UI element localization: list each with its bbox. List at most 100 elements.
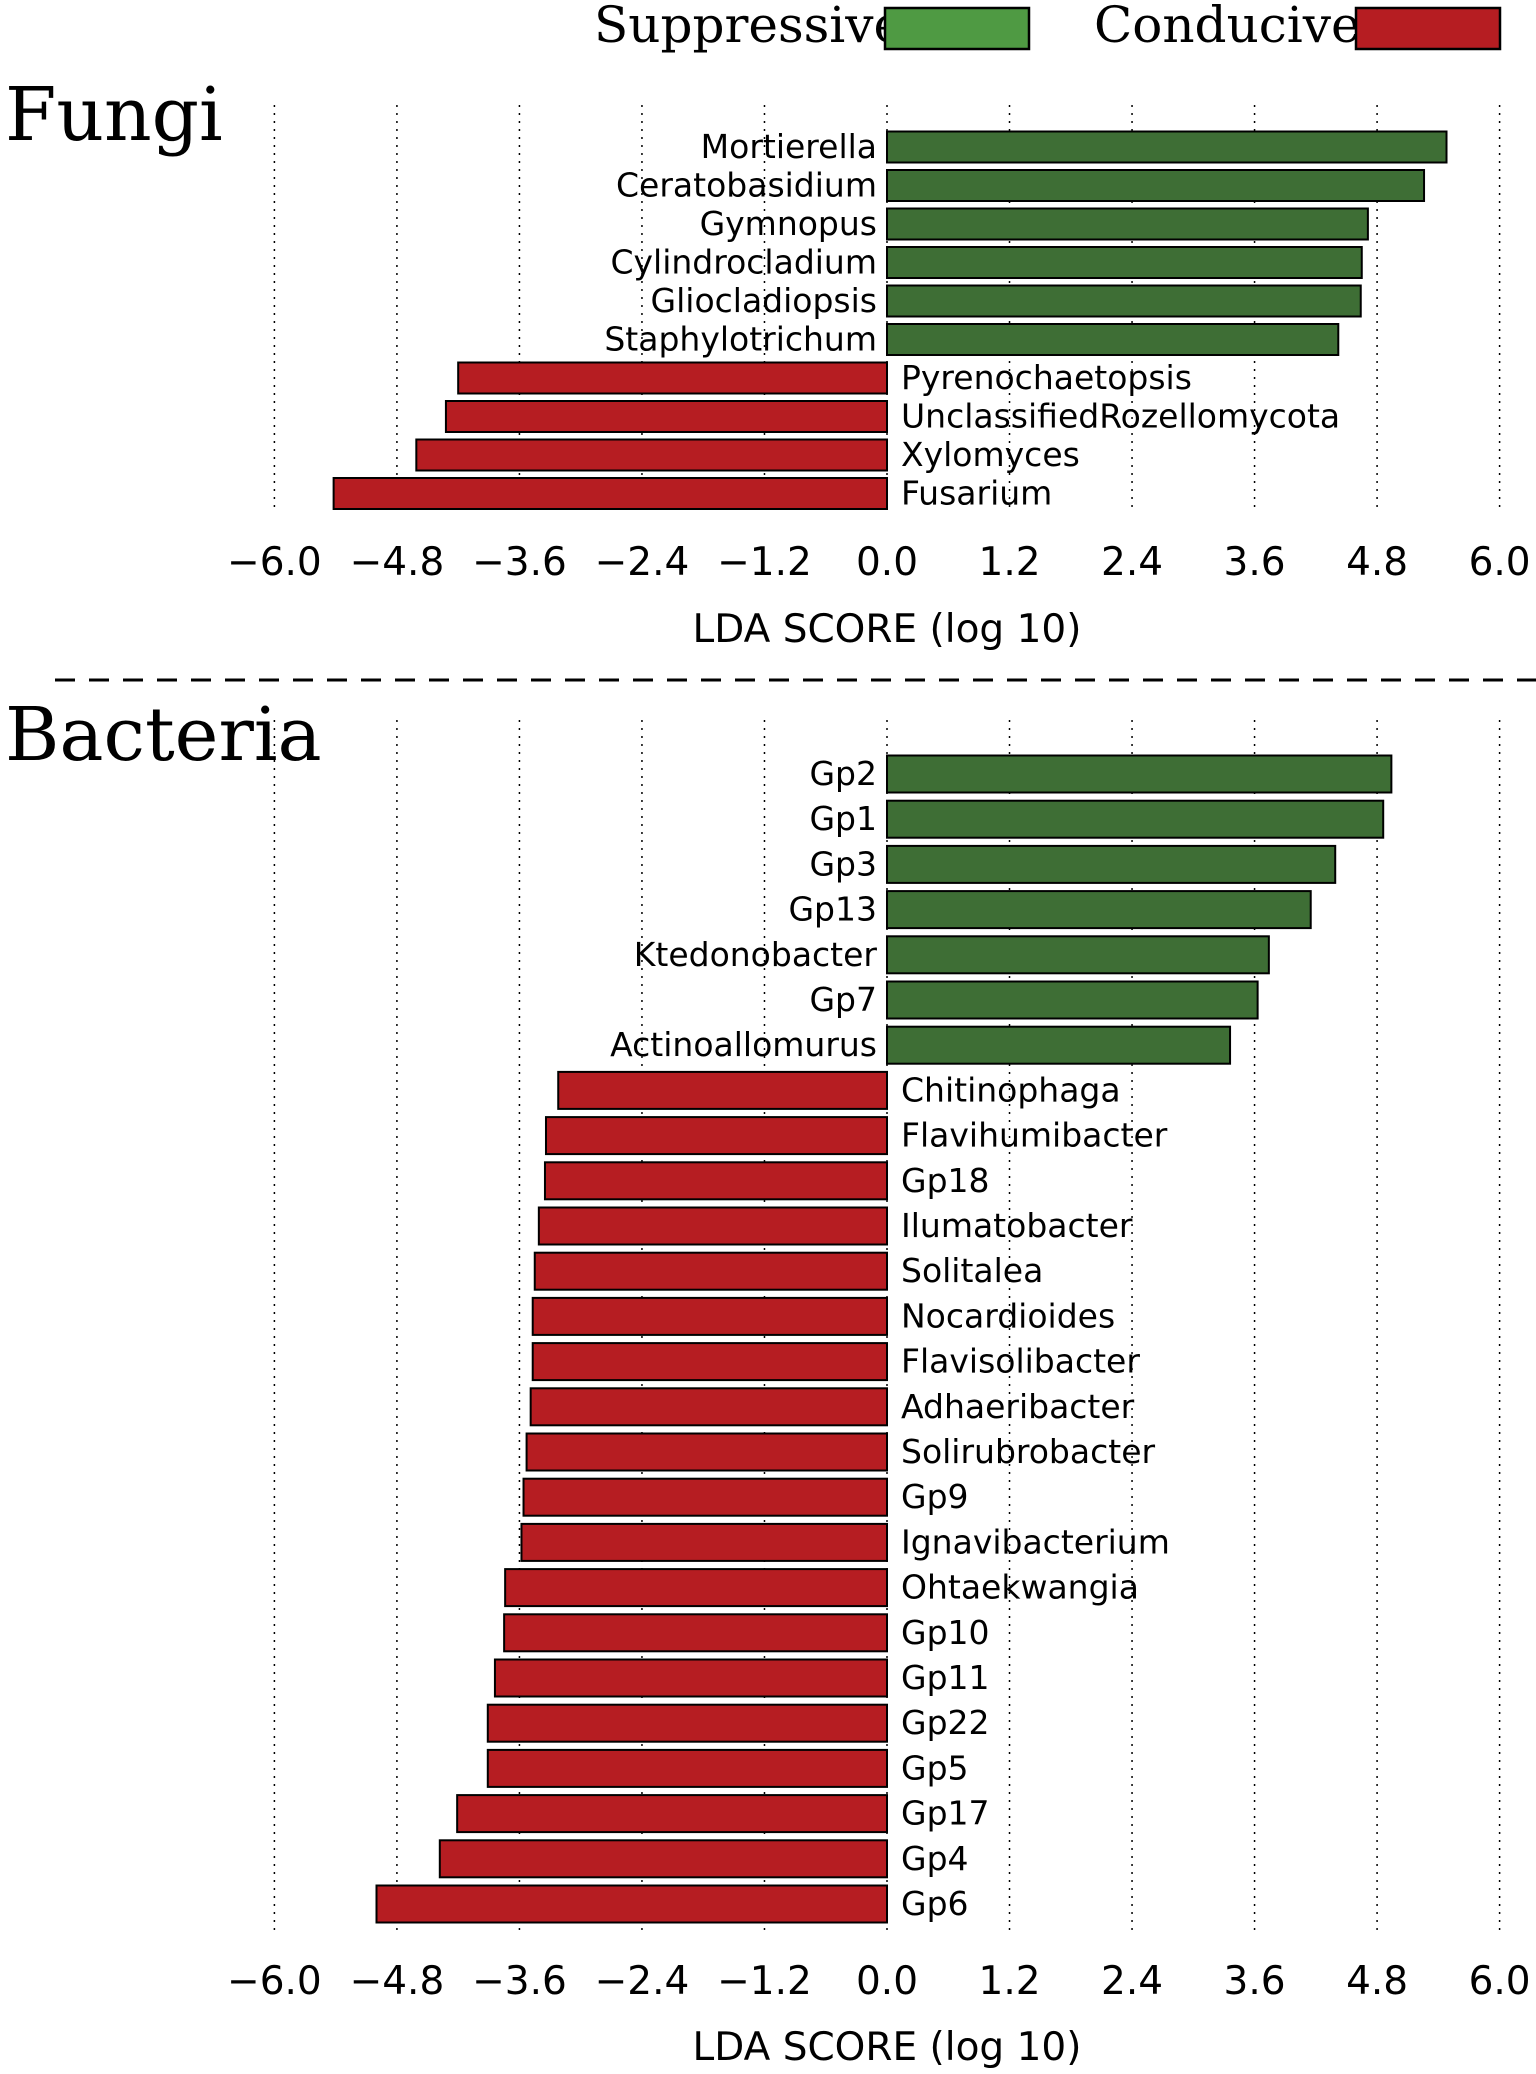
bacteria-bar-gp1 — [886, 799, 1385, 839]
fungi-bar-label-cylindrocladium: Cylindrocladium — [610, 243, 877, 282]
fungi-bar-cylindrocladium — [886, 246, 1363, 279]
bacteria-bar-gp18 — [543, 1161, 889, 1201]
bacteria-bar-label-gp5: Gp5 — [901, 1748, 969, 1787]
fungi-bar-label-unclassifiedrozellomycota: UnclassifiedRozellomycota — [901, 397, 1340, 436]
fungi-bar-fusarium — [332, 477, 889, 510]
bacteria-bar-gp11 — [493, 1658, 888, 1698]
legend-swatch-suppressive — [883, 6, 1031, 51]
bacteria-bar-label-flavisolibacter: Flavisolibacter — [901, 1342, 1140, 1381]
bacteria-bar-gp22 — [486, 1703, 888, 1743]
bacteria-tick-label: −6.0 — [227, 1959, 322, 2004]
bacteria-bar-flavihumibacter — [544, 1116, 889, 1156]
bacteria-bar-label-ilumatobacter: Ilumatobacter — [901, 1206, 1133, 1245]
bacteria-x-axis-label: LDA SCORE (log 10) — [693, 2025, 1082, 2070]
fungi-bar-pyrenochaetopsis — [457, 361, 888, 395]
bacteria-bar-adhaeribacter — [529, 1387, 889, 1427]
fungi-bar-label-staphylotrichum: Staphylotrichum — [604, 320, 877, 359]
bacteria-bar-label-gp17: Gp17 — [901, 1794, 990, 1833]
fungi-tick-label: −1.2 — [717, 540, 812, 585]
bacteria-tick-label: −2.4 — [595, 1959, 690, 2004]
fungi-bar-gymnopus — [886, 207, 1369, 241]
fungi-tick-label: 1.2 — [979, 540, 1041, 585]
bacteria-bar-solitalea — [533, 1251, 888, 1291]
bacteria-bar-gp10 — [503, 1613, 888, 1653]
fungi-bar-label-xylomyces: Xylomyces — [901, 435, 1080, 474]
fungi-bar-staphylotrichum — [886, 323, 1340, 356]
bacteria-bar-label-gp6: Gp6 — [901, 1884, 969, 1923]
fungi-tick-label: −3.6 — [472, 540, 567, 585]
bacteria-bar-label-gp9: Gp9 — [901, 1477, 969, 1516]
bacteria-bar-gp6 — [375, 1884, 888, 1924]
bacteria-tick-label: −3.6 — [472, 1959, 567, 2004]
bacteria-bar-ignavibacterium — [520, 1522, 888, 1562]
bacteria-tick-label: 2.4 — [1101, 1959, 1163, 2004]
bacteria-bar-gp9 — [522, 1477, 888, 1517]
bacteria-bar-ohtaekwangia — [504, 1568, 888, 1608]
bacteria-bar-label-chitinophaga: Chitinophaga — [901, 1070, 1121, 1109]
legend-label-conducive: Conducive — [1094, 0, 1361, 54]
fungi-x-axis-label: LDA SCORE (log 10) — [693, 607, 1082, 652]
bacteria-bar-label-ktedonobacter: Ktedonobacter — [634, 935, 878, 974]
bacteria-bar-label-flavihumibacter: Flavihumibacter — [901, 1116, 1168, 1155]
bacteria-bar-nocardioides — [531, 1296, 888, 1336]
fungi-tick-label: 3.6 — [1224, 540, 1286, 585]
bacteria-bar-label-gp2: Gp2 — [809, 754, 877, 793]
fungi-tick-label: 6.0 — [1469, 540, 1531, 585]
bacteria-bar-label-nocardioides: Nocardioides — [901, 1296, 1115, 1335]
bacteria-tick-label: 1.2 — [979, 1959, 1041, 2004]
legend-label-suppressive: Suppressive — [594, 0, 903, 54]
bacteria-bar-gp13 — [886, 890, 1312, 930]
bacteria-bar-label-gp18: Gp18 — [901, 1161, 990, 1200]
fungi-bar-label-mortierella: Mortierella — [701, 127, 877, 166]
bacteria-bar-ktedonobacter — [886, 935, 1270, 975]
fungi-bar-label-gliocladiopsis: Gliocladiopsis — [651, 281, 877, 320]
fungi-tick-label: 2.4 — [1101, 540, 1163, 585]
bacteria-bar-gp5 — [486, 1748, 888, 1788]
bacteria-panel: Bacteria Gp2 Gp1 Gp3 Gp13 Ktedonobacter Gp7 Act… — [5, 692, 1531, 2070]
bacteria-bar-gp4 — [438, 1839, 888, 1879]
fungi-panel: Fungi MortierellaCeratobasidiumGymnopusCy… — [5, 72, 1531, 652]
fungi-tick-label: 0.0 — [856, 540, 918, 585]
fungi-panel-label: Fungi — [5, 72, 223, 158]
bacteria-bar-gp7 — [886, 980, 1259, 1020]
bacteria-bar-label-ignavibacterium: Ignavibacterium — [901, 1522, 1170, 1561]
fungi-bar-unclassifiedrozellomycota — [444, 400, 888, 433]
fungi-bar-ceratobasidium — [886, 169, 1426, 202]
fungi-bar-label-ceratobasidium: Ceratobasidium — [616, 166, 877, 205]
bacteria-bar-label-ohtaekwangia: Ohtaekwangia — [901, 1568, 1139, 1607]
legend: Suppressive Conducive — [594, 0, 1502, 54]
bacteria-tick-label: 6.0 — [1469, 1959, 1531, 2004]
fungi-bar-label-pyrenochaetopsis: Pyrenochaetopsis — [901, 358, 1192, 397]
fungi-bar-mortierella — [886, 130, 1448, 164]
bacteria-bar-label-gp4: Gp4 — [901, 1839, 969, 1878]
bacteria-bar-flavisolibacter — [531, 1342, 888, 1382]
fungi-tick-label: −2.4 — [595, 540, 690, 585]
bacteria-bar-label-gp13: Gp13 — [788, 890, 877, 929]
bacteria-bar-label-solirubrobacter: Solirubrobacter — [901, 1432, 1155, 1471]
fungi-bar-label-fusarium: Fusarium — [901, 474, 1052, 513]
fungi-bar-gliocladiopsis — [886, 284, 1362, 318]
bacteria-bar-label-gp10: Gp10 — [901, 1613, 990, 1652]
fungi-bar-xylomyces — [415, 438, 888, 472]
legend-swatch-conducive — [1354, 6, 1502, 51]
bacteria-bar-gp3 — [886, 844, 1337, 884]
bacteria-bar-label-actinoallomurus: Actinoallomurus — [610, 1025, 877, 1064]
bacteria-bar-label-adhaeribacter: Adhaeribacter — [901, 1387, 1135, 1426]
bacteria-panel-label: Bacteria — [5, 692, 322, 778]
bacteria-tick-label: 3.6 — [1224, 1959, 1286, 2004]
bacteria-bar-label-gp11: Gp11 — [901, 1658, 990, 1697]
bacteria-bar-label-gp7: Gp7 — [809, 980, 877, 1019]
bacteria-bar-solirubrobacter — [525, 1432, 888, 1472]
bacteria-bar-chitinophaga — [557, 1070, 888, 1110]
fungi-tick-label: −4.8 — [350, 540, 445, 585]
bacteria-tick-label: 4.8 — [1346, 1959, 1408, 2004]
bacteria-bar-actinoallomurus — [886, 1025, 1232, 1065]
bacteria-bar-ilumatobacter — [537, 1206, 888, 1246]
bacteria-tick-label: −1.2 — [717, 1959, 812, 2004]
fungi-tick-label: 4.8 — [1346, 540, 1408, 585]
bacteria-bar-label-gp1: Gp1 — [809, 799, 877, 838]
bacteria-bar-label-gp3: Gp3 — [809, 844, 877, 883]
bacteria-bar-gp17 — [456, 1794, 888, 1834]
bacteria-bar-label-gp22: Gp22 — [901, 1703, 990, 1742]
